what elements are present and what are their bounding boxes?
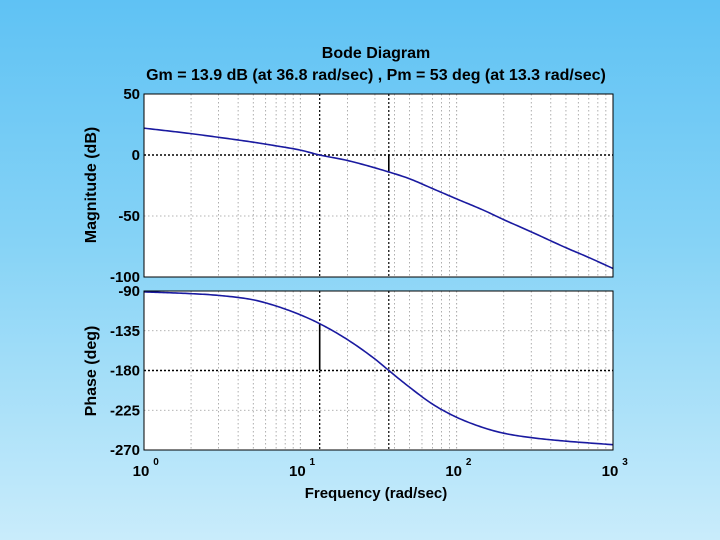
x-tick-label: 10 — [289, 463, 306, 480]
phase-y-tick-label: -270 — [110, 442, 140, 459]
x-tick-exponent: 3 — [622, 457, 628, 468]
phase-curve — [143, 291, 614, 446]
phase-axis-label: Phase (deg) — [83, 326, 100, 417]
magnitude-plot: 50 0 -50 -100 — [110, 86, 614, 286]
magnitude-y-tick-label: -50 — [118, 208, 140, 225]
x-tick-exponent: 1 — [310, 457, 316, 468]
x-tick-label: 10 — [445, 463, 462, 480]
magnitude-curve — [143, 127, 614, 270]
magnitude-axis-label: Magnitude (dB) — [83, 127, 100, 243]
chart-title: Bode Diagram — [322, 45, 430, 62]
phase-y-tick-label: -225 — [110, 402, 140, 419]
phase-y-tick-label: -90 — [118, 283, 140, 300]
x-axis-label: Frequency (rad/sec) — [305, 485, 448, 502]
magnitude-plot-area — [144, 94, 613, 277]
x-tick-exponent: 0 — [153, 457, 159, 468]
x-tick-exponent: 2 — [466, 457, 472, 468]
magnitude-y-tick-label: -100 — [110, 269, 140, 286]
chart-subtitle: Gm = 13.9 dB (at 36.8 rad/sec) , Pm = 53… — [146, 67, 606, 84]
phase-y-tick-label: -180 — [110, 363, 140, 380]
phase-y-tick-label: -135 — [110, 323, 140, 340]
magnitude-y-tick-label: 0 — [132, 147, 140, 164]
magnitude-y-tick-label: 50 — [123, 86, 140, 103]
phase-frame — [143, 290, 614, 451]
phase-plot: -90 -135 -180 -225 -270 — [110, 283, 614, 459]
magnitude-frame — [143, 93, 614, 278]
phase-plot-area — [144, 291, 613, 450]
x-tick-label: 10 — [133, 463, 150, 480]
x-tick-label: 10 — [602, 463, 619, 480]
